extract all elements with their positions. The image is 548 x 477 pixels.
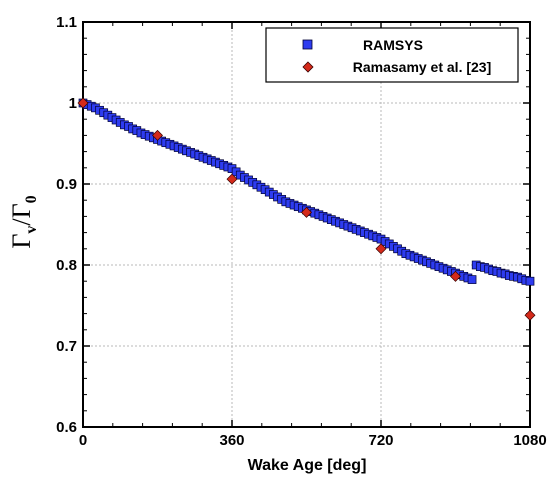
ramsys-point — [525, 276, 535, 286]
y-tick-label: 0.8 — [56, 257, 77, 274]
x-tick-label: 360 — [219, 432, 244, 449]
y-tick-label: 1.1 — [56, 14, 77, 31]
x-tick-label: 1080 — [513, 432, 546, 449]
grid-lines — [83, 22, 530, 427]
y-tick-label: 1 — [69, 95, 77, 112]
ramsys-point — [467, 275, 477, 284]
plot-frame — [82, 21, 531, 428]
y-axis-title-slash: / — [7, 218, 36, 226]
ramasamy-point — [77, 97, 89, 109]
y-tick-label: 0.7 — [56, 338, 77, 355]
ramasamy-point — [301, 206, 312, 218]
y-axis-title-sub-v: v — [23, 226, 40, 234]
ramasamy-point — [226, 173, 238, 185]
ramasamy-point — [152, 129, 163, 141]
series-layer — [77, 97, 536, 321]
svg-text:Γv/Γ0: Γv/Γ0 — [7, 195, 40, 248]
x-axis-title: Wake Age [deg] — [248, 457, 367, 474]
y-tick-label: 0.6 — [56, 419, 77, 436]
legend-label-ramasamy: Ramasamy et al. [23] — [353, 59, 492, 75]
axis-ticks: 0.6 0.7 0.8 0.9 1 1.1 0 360 720 1080 — [56, 14, 547, 449]
legend-marker-ramasamy — [302, 61, 314, 73]
ramasamy-point — [524, 309, 536, 321]
ramasamy-point — [450, 270, 461, 282]
legend-label-ramsys: RAMSYS — [363, 37, 423, 53]
y-axis-title: Γv/Γ0 — [7, 195, 40, 248]
legend: RAMSYS Ramasamy et al. [23] — [265, 27, 519, 83]
y-axis-title-sub-0: 0 — [23, 195, 40, 203]
y-tick-label: 0.9 — [56, 176, 77, 193]
legend-marker-ramsys — [302, 39, 313, 50]
ramasamy-point — [375, 243, 387, 255]
legend-box — [265, 27, 519, 83]
x-tick-label: 0 — [79, 432, 87, 449]
y-axis-title-gamma-v: Γ — [7, 234, 36, 249]
x-tick-label: 720 — [368, 432, 393, 449]
y-axis-title-gamma-0: Γ — [7, 203, 36, 218]
